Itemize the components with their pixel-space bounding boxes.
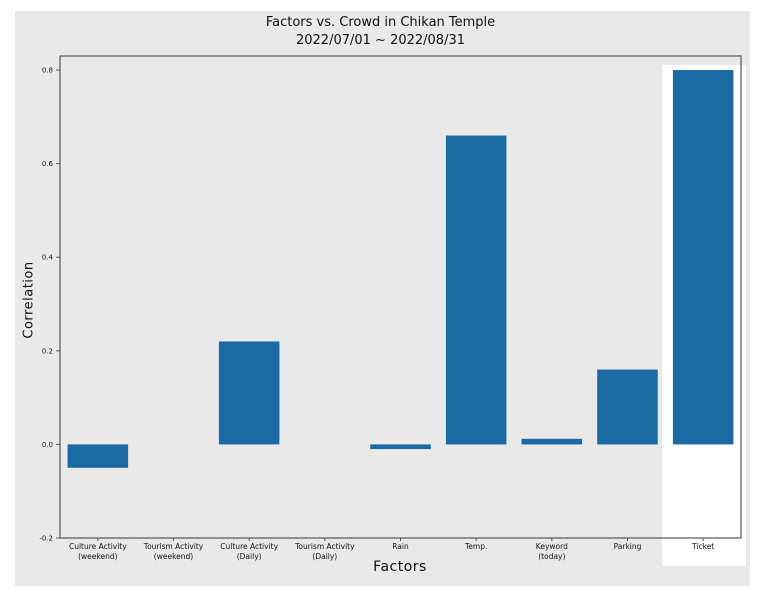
x-tick-label: Rain — [392, 542, 409, 551]
x-tick-label: Culture Activity (Daily) — [220, 542, 278, 561]
chart-subtitle: 2022/07/01 ~ 2022/08/31 — [295, 33, 465, 48]
bar — [218, 341, 280, 445]
x-tick-label: Culture Activity (weekend) — [69, 542, 127, 561]
bar — [445, 135, 507, 445]
y-tick-label: 0.2 — [42, 347, 53, 355]
x-tick-label: Tourism Activity (Daily) — [294, 542, 355, 561]
x-tick-label: Ticket — [691, 542, 714, 551]
bar — [67, 444, 129, 468]
figure-background — [15, 11, 750, 586]
bar — [672, 70, 734, 445]
y-tick-label: 0.6 — [42, 160, 54, 168]
x-tick-label: Tourism Activity (weekend) — [143, 542, 204, 561]
plot-frame — [59, 55, 742, 539]
bar — [597, 369, 658, 445]
chart-title: Factors vs. Crowd in Chikan Temple — [265, 15, 496, 30]
y-tick-label: 0.8 — [42, 67, 53, 75]
x-tick-label: Keyword (today) — [536, 542, 568, 561]
x-axis-label: Factors — [373, 559, 427, 575]
bar — [521, 438, 583, 445]
x-tick-label: Temp. — [464, 542, 487, 551]
y-axis-label: Correlation — [21, 261, 37, 339]
bar — [370, 444, 431, 450]
y-tick-label: 0.4 — [42, 254, 54, 262]
x-tick-label: Parking — [614, 542, 642, 551]
y-tick-label: 0.0 — [42, 441, 53, 449]
y-tick-label: -0.2 — [39, 535, 53, 543]
